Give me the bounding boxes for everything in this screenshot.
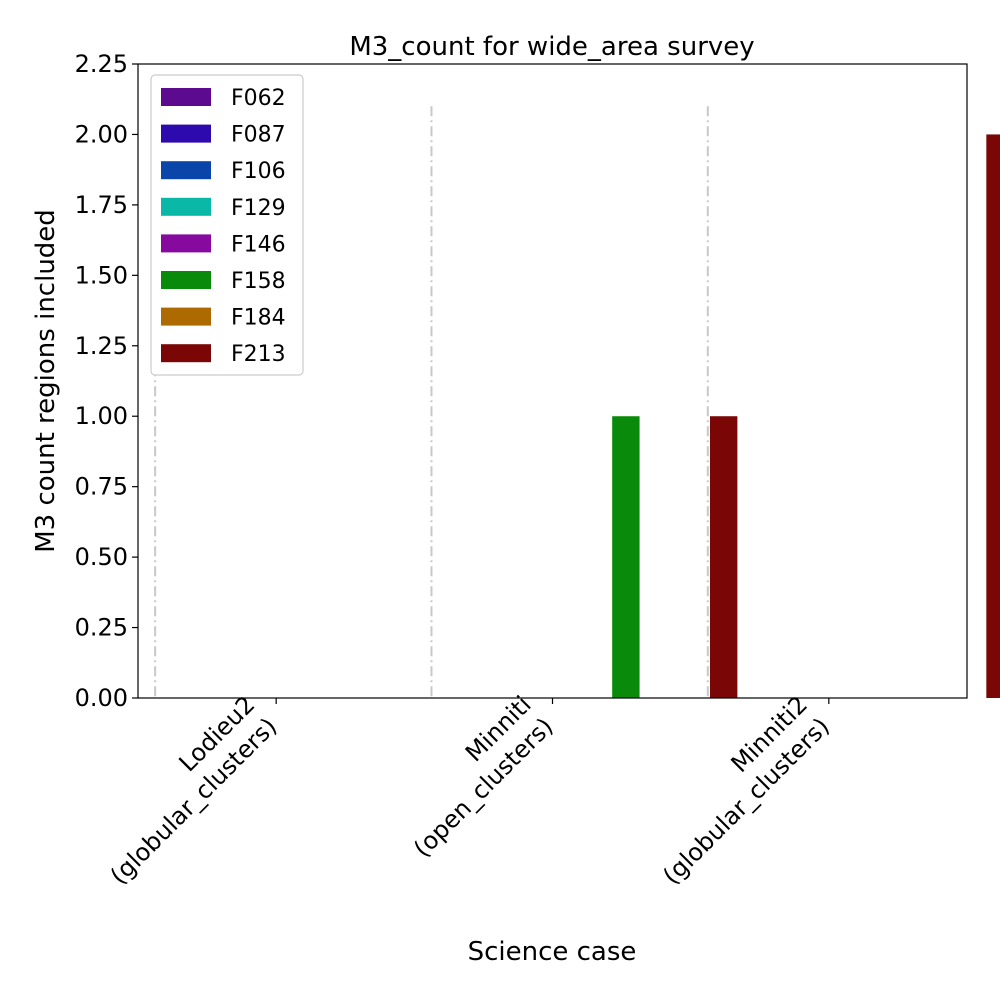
category-separators — [154, 106, 709, 698]
legend-swatch-f087 — [161, 124, 211, 143]
bar-f158-2 — [612, 416, 640, 698]
legend-label-f062: F062 — [231, 86, 286, 111]
chart-title: M3_count for wide_area survey — [349, 32, 754, 62]
legend: F062 F087 F106 F129 F146 F158 F184 F213 — [150, 74, 304, 376]
legend-label-f146: F146 — [231, 232, 286, 257]
legend-label-f213: F213 — [231, 342, 286, 367]
legend-label-f087: F087 — [231, 123, 286, 148]
y-tick-label: 0.50 — [75, 543, 128, 571]
legend-label-f129: F129 — [231, 196, 286, 221]
y-tick-label: 2.00 — [75, 120, 128, 148]
y-tick-label: 1.25 — [75, 332, 128, 360]
y-tick-label: 0.25 — [75, 614, 128, 642]
y-tick-label: 0.00 — [75, 684, 128, 712]
legend-box — [150, 74, 304, 376]
x-tick-label: Minniti2(globular_clusters) — [636, 690, 835, 889]
y-tick-label: 0.75 — [75, 473, 128, 501]
legend-swatch-f213 — [161, 344, 211, 363]
legend-label-f158: F158 — [231, 269, 286, 294]
legend-swatch-f146 — [161, 234, 211, 253]
bars — [612, 134, 1000, 698]
legend-label-f106: F106 — [231, 159, 286, 184]
x-axis-label: Science case — [468, 937, 637, 967]
y-tick-label: 1.00 — [75, 402, 128, 430]
y-axis-ticks: 0.00 0.25 0.50 0.75 1.00 1.25 1.50 1.75 2.00 2.25 — [75, 50, 138, 712]
y-tick-label: 1.50 — [75, 261, 128, 289]
legend-swatch-f062 — [161, 88, 211, 106]
x-tick-label: Lodieu2(globular_clusters) — [83, 690, 282, 889]
bar-f213-3 — [986, 134, 1000, 698]
y-tick-label: 2.25 — [75, 50, 128, 78]
legend-label-f184: F184 — [231, 306, 286, 331]
y-axis-label: M3 count regions included — [31, 209, 61, 553]
x-axis-ticks: Lodieu2(globular_clusters) Minniti(open_c… — [83, 690, 835, 889]
legend-swatch-f184 — [161, 307, 211, 326]
bar-f213-2 — [709, 416, 738, 698]
y-tick-label: 1.75 — [75, 191, 128, 219]
legend-swatch-f158 — [161, 271, 211, 289]
legend-swatch-f106 — [161, 161, 211, 180]
legend-swatch-f129 — [161, 197, 211, 216]
x-tick-label: Minniti(open_clusters) — [386, 690, 558, 862]
